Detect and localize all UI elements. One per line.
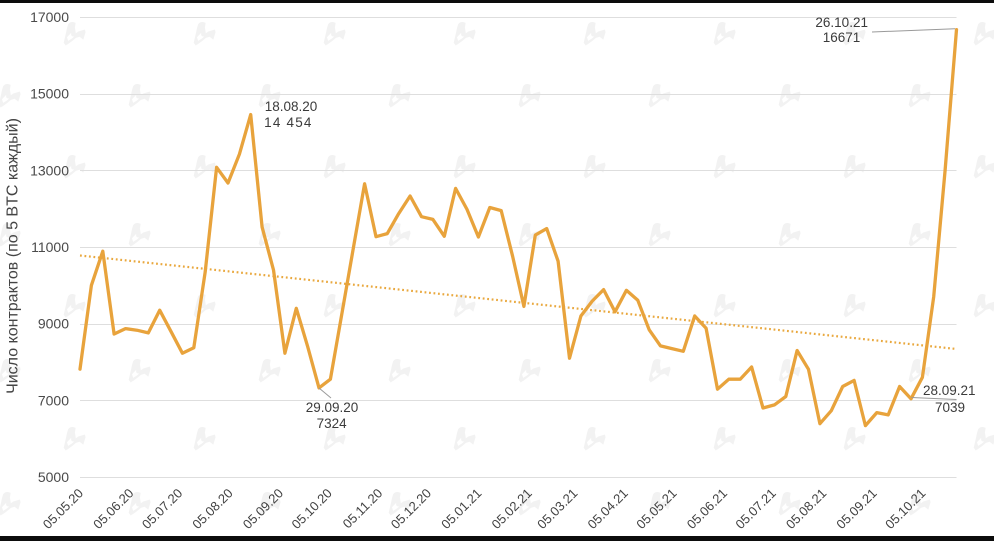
svg-text:9000: 9000 — [38, 316, 69, 332]
svg-text:29.09.20: 29.09.20 — [306, 400, 359, 415]
svg-text:7000: 7000 — [38, 392, 69, 408]
svg-text:7039: 7039 — [935, 400, 965, 415]
svg-text:05.11.20: 05.11.20 — [340, 486, 386, 532]
svg-text:05.09.20: 05.09.20 — [240, 486, 286, 532]
svg-text:05.12.20: 05.12.20 — [388, 486, 434, 532]
svg-text:11000: 11000 — [31, 239, 69, 255]
svg-text:05.07.21: 05.07.21 — [732, 486, 778, 532]
svg-text:05.06.20: 05.06.20 — [90, 486, 136, 532]
svg-text:05.10.20: 05.10.20 — [289, 486, 335, 532]
svg-text:05.01.21: 05.01.21 — [438, 486, 484, 532]
svg-text:05.04.21: 05.04.21 — [585, 486, 631, 532]
svg-text:13000: 13000 — [30, 162, 69, 178]
svg-text:05.10.21: 05.10.21 — [882, 486, 928, 532]
svg-text:17000: 17000 — [30, 9, 69, 25]
svg-text:16671: 16671 — [823, 30, 861, 45]
svg-text:14 454: 14 454 — [264, 115, 313, 130]
svg-text:15000: 15000 — [30, 86, 69, 102]
svg-text:7324: 7324 — [317, 416, 348, 431]
svg-text:05.09.21: 05.09.21 — [833, 486, 879, 532]
svg-text:Число контрактов (по 5 BTC каж: Число контрактов (по 5 BTC каждый) — [5, 118, 22, 394]
svg-text:05.05.20: 05.05.20 — [40, 486, 86, 532]
svg-text:05.08.20: 05.08.20 — [189, 486, 235, 532]
svg-text:28.09.21: 28.09.21 — [923, 383, 976, 398]
svg-text:05.07.20: 05.07.20 — [139, 486, 185, 532]
svg-text:05.06.21: 05.06.21 — [684, 486, 730, 532]
svg-text:18.08.20: 18.08.20 — [265, 99, 318, 114]
svg-text:05.03.21: 05.03.21 — [534, 486, 580, 532]
svg-text:5000: 5000 — [38, 469, 69, 485]
svg-text:26.10.21: 26.10.21 — [815, 15, 868, 30]
